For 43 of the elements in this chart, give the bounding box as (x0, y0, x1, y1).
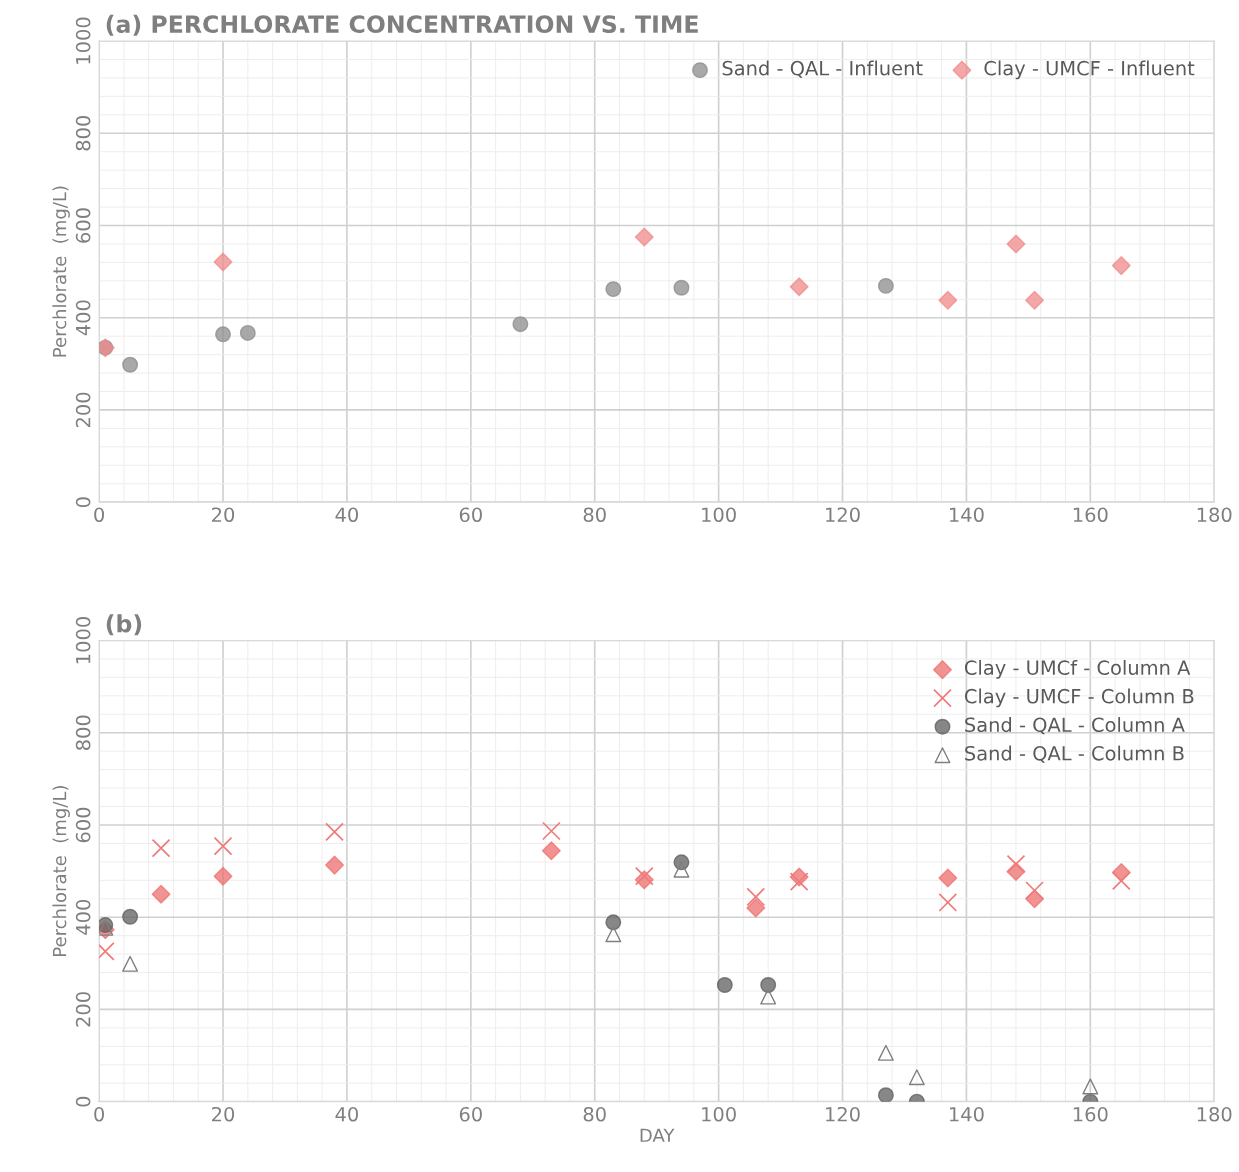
y-tick-label: 400 (75, 300, 91, 336)
legend-label: Clay - UMCF - Column B (964, 688, 1194, 708)
x-tick-label: 120 (826, 507, 860, 523)
x-tick-label: 160 (1073, 507, 1108, 523)
legend-label: Clay - UMCF - Influent (984, 60, 1195, 80)
y-tick-label: 0 (75, 1096, 91, 1107)
x-tick-label: 0 (94, 507, 105, 523)
x-axis-title: DAY (640, 1128, 675, 1142)
x-tick-label: 20 (212, 1106, 235, 1122)
x-tick-label: 80 (583, 507, 606, 523)
x-tick-label: 120 (826, 1106, 860, 1122)
x-tick-label: 180 (1197, 1106, 1232, 1122)
y-axis-title: Perchlorate (mg/L) (52, 186, 70, 357)
legend-label: Sand - QAL - Column B (965, 745, 1184, 763)
x-tick-label: 140 (950, 1106, 984, 1122)
legend-label: Clay - UMCf - Column A (964, 659, 1191, 679)
y-tick-label: 600 (75, 208, 91, 243)
x-tick-label: 100 (702, 1106, 736, 1122)
chart-title: (b) (106, 614, 142, 636)
y-tick-label: 200 (75, 992, 91, 1027)
y-axis-title: Perchlorate (mg/L) (52, 786, 70, 956)
y-tick-label: 0 (75, 497, 91, 508)
x-tick-label: 0 (94, 1106, 105, 1122)
x-tick-label: 100 (702, 507, 736, 523)
x-tick-label: 140 (950, 507, 984, 523)
x-tick-label: 80 (583, 1106, 606, 1122)
chart-title: (a) PERCHLORATE CONCENTRATION VS. TIME (106, 14, 698, 36)
legend-label: Sand - QAL - Column A (965, 717, 1185, 735)
x-tick-label: 60 (459, 507, 482, 523)
x-tick-label: 20 (212, 507, 235, 523)
y-tick-label: 400 (75, 899, 91, 935)
x-tick-label: 160 (1073, 1106, 1108, 1122)
x-tick-label: 180 (1197, 507, 1232, 523)
x-tick-label: 40 (335, 1106, 358, 1122)
x-tick-label: 60 (459, 1106, 482, 1122)
y-tick-label: 800 (75, 115, 91, 151)
legend-label: Sand - QAL - Influent (722, 60, 923, 78)
y-tick-label: 600 (75, 807, 91, 843)
y-tick-label: 1000 (75, 617, 91, 664)
x-tick-label: 40 (335, 507, 358, 523)
y-tick-label: 800 (75, 715, 91, 750)
y-tick-label: 200 (75, 392, 91, 428)
y-tick-label: 1000 (75, 17, 91, 64)
